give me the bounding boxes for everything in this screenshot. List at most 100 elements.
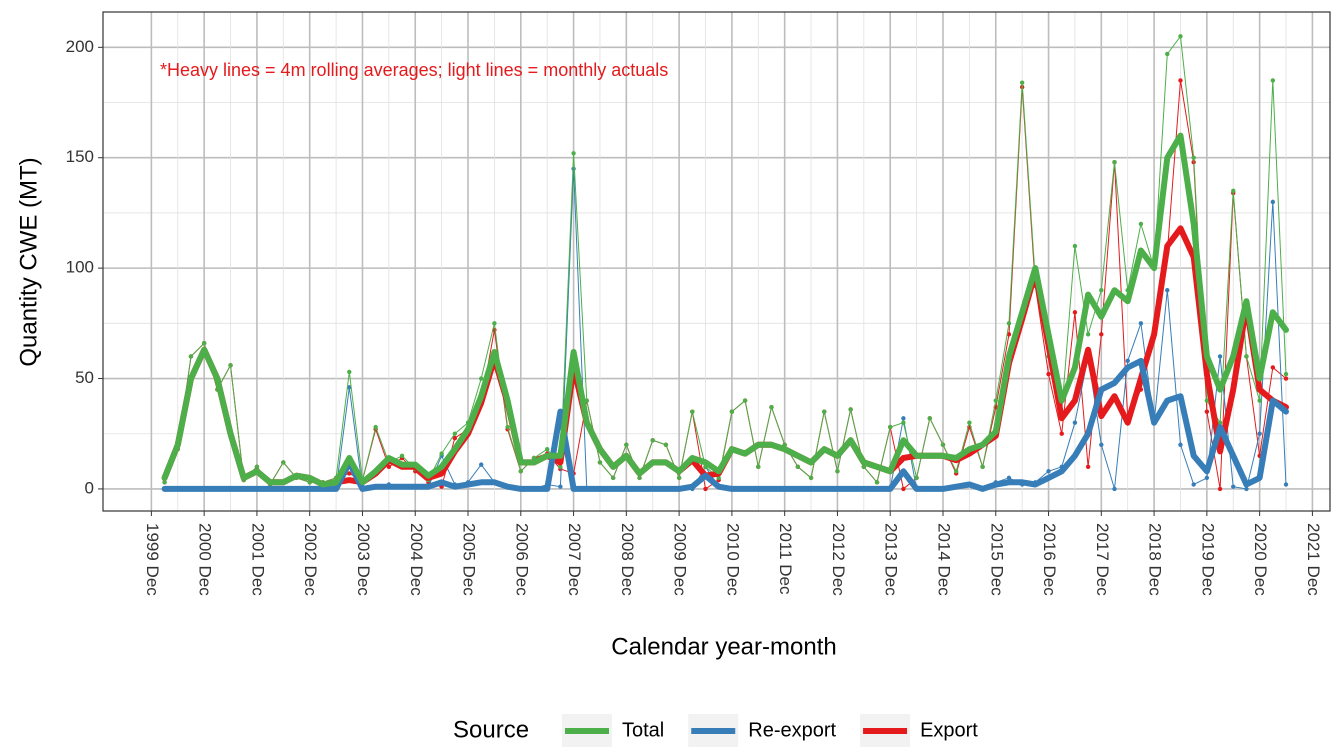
monthly-point xyxy=(281,460,286,465)
x-tick-label: 2010 Dec xyxy=(723,523,742,596)
marks xyxy=(161,34,1289,492)
x-tick-label: 2006 Dec xyxy=(512,523,531,596)
monthly-point xyxy=(901,416,906,421)
monthly-point xyxy=(927,416,932,421)
legend-title: Source xyxy=(453,716,529,743)
monthly-point xyxy=(1125,358,1130,364)
monthly-point xyxy=(1138,221,1144,227)
x-tick-label: 2016 Dec xyxy=(1040,523,1059,596)
monthly-point xyxy=(1270,78,1276,83)
annotation: *Heavy lines = 4m rolling averages; ligh… xyxy=(160,60,668,80)
monthly-point xyxy=(690,409,695,414)
monthly-point xyxy=(980,464,985,470)
x-tick-label: 2008 Dec xyxy=(618,523,637,596)
monthly-point xyxy=(439,451,444,456)
monthly-point xyxy=(1217,420,1223,425)
monthly-point xyxy=(901,420,906,425)
monthly-point xyxy=(914,475,919,481)
legend: Total Re-export Export xyxy=(562,714,978,747)
y-tick-label: 150 xyxy=(66,147,94,166)
monthly-point xyxy=(597,460,603,465)
monthly-point xyxy=(1019,80,1025,85)
x-tick-label: 2015 Dec xyxy=(987,523,1006,596)
monthly-point xyxy=(967,420,972,425)
x-tick-label: 2019 Dec xyxy=(1198,523,1217,596)
monthly-point xyxy=(1099,442,1104,447)
monthly-point xyxy=(544,446,550,452)
x-tick-label: 2018 Dec xyxy=(1146,523,1165,596)
monthly-point xyxy=(1204,475,1210,481)
monthly-point xyxy=(373,424,378,430)
legend-label: Total xyxy=(622,719,664,741)
monthly-point xyxy=(1165,51,1170,57)
monthly-point xyxy=(347,471,352,476)
x-tick-label: 2007 Dec xyxy=(565,523,584,596)
monthly-point xyxy=(1072,310,1078,315)
monthly-point xyxy=(940,442,946,447)
monthly-point xyxy=(1165,288,1170,293)
monthly-point xyxy=(848,407,853,412)
x-tick-label: 2001 Dec xyxy=(248,523,267,596)
monthly-point xyxy=(822,409,827,414)
y-axis-title: Quantity CWE (MT) xyxy=(15,157,42,366)
monthly-point xyxy=(452,435,458,441)
monthly-point xyxy=(1283,371,1289,377)
monthly-point xyxy=(676,475,682,481)
monthly-point xyxy=(558,484,563,489)
monthly-point xyxy=(1191,482,1196,487)
monthly-point xyxy=(1231,484,1236,489)
monthly-point xyxy=(610,475,616,481)
monthly-point xyxy=(795,464,801,470)
monthly-point xyxy=(1217,486,1223,492)
monthly-point xyxy=(716,475,721,481)
monthly-point xyxy=(162,480,167,485)
monthly-point xyxy=(1204,398,1210,403)
x-tick-label: 2009 Dec xyxy=(671,523,690,596)
monthly-point xyxy=(1178,34,1183,39)
monthly-point xyxy=(1270,199,1276,205)
monthly-point xyxy=(1231,188,1236,194)
monthly-point xyxy=(1112,486,1117,492)
monthly-point xyxy=(1178,442,1183,447)
monthly-point xyxy=(769,405,774,410)
monthly-point xyxy=(1099,332,1104,337)
monthly-point xyxy=(479,376,484,381)
monthly-point xyxy=(1085,464,1091,470)
monthly-point xyxy=(386,464,392,470)
x-tick-label: 2020 Dec xyxy=(1251,523,1270,596)
monthly-point xyxy=(1046,371,1051,377)
monthly-point xyxy=(1204,409,1210,414)
monthly-point xyxy=(1006,321,1012,326)
monthly-point xyxy=(479,462,484,467)
x-tick-label: 2021 Dec xyxy=(1304,523,1323,596)
x-tick-label: 2005 Dec xyxy=(460,523,479,596)
monthly-point xyxy=(505,424,510,430)
monthly-point xyxy=(650,438,655,443)
monthly-point xyxy=(756,464,761,470)
monthly-point xyxy=(347,369,352,375)
panel-border xyxy=(102,11,1331,512)
monthly-point xyxy=(254,464,260,470)
x-tick-label: 2017 Dec xyxy=(1093,523,1112,596)
monthly-point xyxy=(1085,332,1091,337)
y-tick-label: 100 xyxy=(66,258,94,277)
y-tick-label: 0 xyxy=(85,478,94,497)
monthly-point xyxy=(1046,469,1051,474)
monthly-point xyxy=(1244,354,1249,359)
y-tick-label: 50 xyxy=(75,368,94,387)
monthly-point xyxy=(492,321,497,326)
monthly-point xyxy=(399,453,405,459)
monthly-point xyxy=(518,469,523,474)
monthly-point xyxy=(729,409,735,414)
monthly-point xyxy=(901,486,906,492)
x-tick-label: 2003 Dec xyxy=(354,523,373,596)
monthly-point xyxy=(624,442,629,447)
monthly-point xyxy=(663,442,669,447)
x-tick-label: 2013 Dec xyxy=(882,523,901,596)
monthly-point xyxy=(1257,431,1262,436)
x-tick-label: 2014 Dec xyxy=(935,523,954,596)
monthly-point xyxy=(1112,159,1117,165)
monthly-point xyxy=(835,469,840,474)
y-tick-label: 200 xyxy=(66,37,94,56)
monthly-point xyxy=(1006,332,1012,337)
